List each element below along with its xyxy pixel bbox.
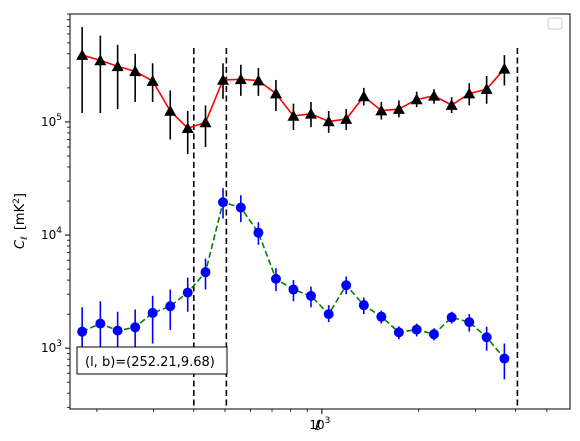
triangle-point	[340, 113, 353, 124]
annotation-text: (l, b)=(252.21,9.68)	[85, 355, 215, 370]
circle-point	[77, 326, 88, 337]
triangle-point	[375, 104, 388, 116]
circle-point	[95, 318, 106, 329]
triangle-point	[445, 99, 458, 110]
circle-point	[358, 300, 369, 311]
y-tick-label: 105	[41, 113, 62, 129]
y-axis-label: Cℓ [mK2]	[12, 193, 30, 249]
x-axis-label: ℓ	[314, 418, 321, 434]
triangle-point	[480, 83, 493, 94]
triangle-point	[146, 75, 159, 86]
y-tick-label-exp: 5	[56, 113, 62, 123]
triangle-point	[287, 109, 300, 121]
x-tick-label-base: 10	[309, 418, 324, 432]
circle-point	[130, 322, 141, 333]
circle-point	[393, 327, 404, 338]
triangle-point	[129, 65, 142, 77]
circle-point	[165, 301, 176, 312]
y-tick-label-base: 10	[41, 228, 56, 242]
triangle-point	[181, 122, 194, 134]
triangle-point	[164, 104, 177, 116]
circle-point	[147, 307, 158, 318]
triangle-point	[199, 116, 212, 128]
circle-point	[323, 309, 334, 320]
x-tick-label: 103	[309, 416, 330, 432]
circle-point	[341, 280, 352, 291]
triangle-point	[269, 87, 282, 99]
y-tick-label: 103	[41, 339, 62, 355]
annotation-box: (l, b)=(252.21,9.68)	[76, 346, 228, 375]
y-axis-label-sub: ℓ	[20, 236, 30, 241]
triangle-point	[427, 89, 440, 101]
triangle-point	[392, 103, 405, 114]
y-tick-label-exp: 3	[56, 339, 62, 349]
circle-point	[376, 311, 387, 322]
circle-point	[218, 197, 229, 208]
triangle-point	[76, 49, 89, 60]
circle-point	[481, 332, 492, 343]
triangle-point	[234, 73, 247, 85]
triangle-point	[357, 90, 370, 102]
circle-point	[200, 267, 211, 278]
triangle-point	[252, 74, 265, 86]
triangle-point	[463, 87, 476, 99]
triangle-point	[304, 107, 317, 119]
triangle-point	[498, 62, 511, 74]
plot-frame	[69, 13, 571, 410]
triangle-point	[217, 73, 230, 85]
triangle-point	[322, 115, 335, 127]
circle-point	[499, 353, 510, 364]
circle-point	[182, 287, 193, 298]
y-axis-label-unit-close: ]	[13, 193, 28, 198]
x-tick-label-exp: 3	[325, 416, 331, 426]
annotation-frame	[76, 346, 228, 375]
circle-point	[270, 273, 281, 284]
circle-point	[428, 329, 439, 340]
circle-point	[464, 317, 475, 328]
plot-content	[76, 27, 519, 409]
y-axis-label-main: C	[13, 239, 28, 249]
circle-point	[411, 324, 422, 335]
circle-point	[253, 227, 264, 238]
triangle-point	[410, 93, 423, 105]
y-tick-label: 104	[41, 226, 62, 242]
circle-point	[112, 325, 123, 336]
triangle-point	[94, 54, 107, 66]
circle-point	[235, 202, 246, 213]
y-axis-label-unit-sup: 2	[12, 198, 22, 204]
y-axis-label-unit: [mK	[13, 203, 28, 230]
circle-point	[288, 284, 299, 295]
circle-point	[305, 290, 316, 301]
y-tick-label-exp: 4	[56, 226, 62, 236]
y-tick-label-base: 10	[41, 115, 56, 129]
y-tick-label-base: 10	[41, 341, 56, 355]
circle-point	[446, 312, 457, 323]
triangle-point	[111, 60, 124, 72]
legend-box	[547, 17, 563, 30]
